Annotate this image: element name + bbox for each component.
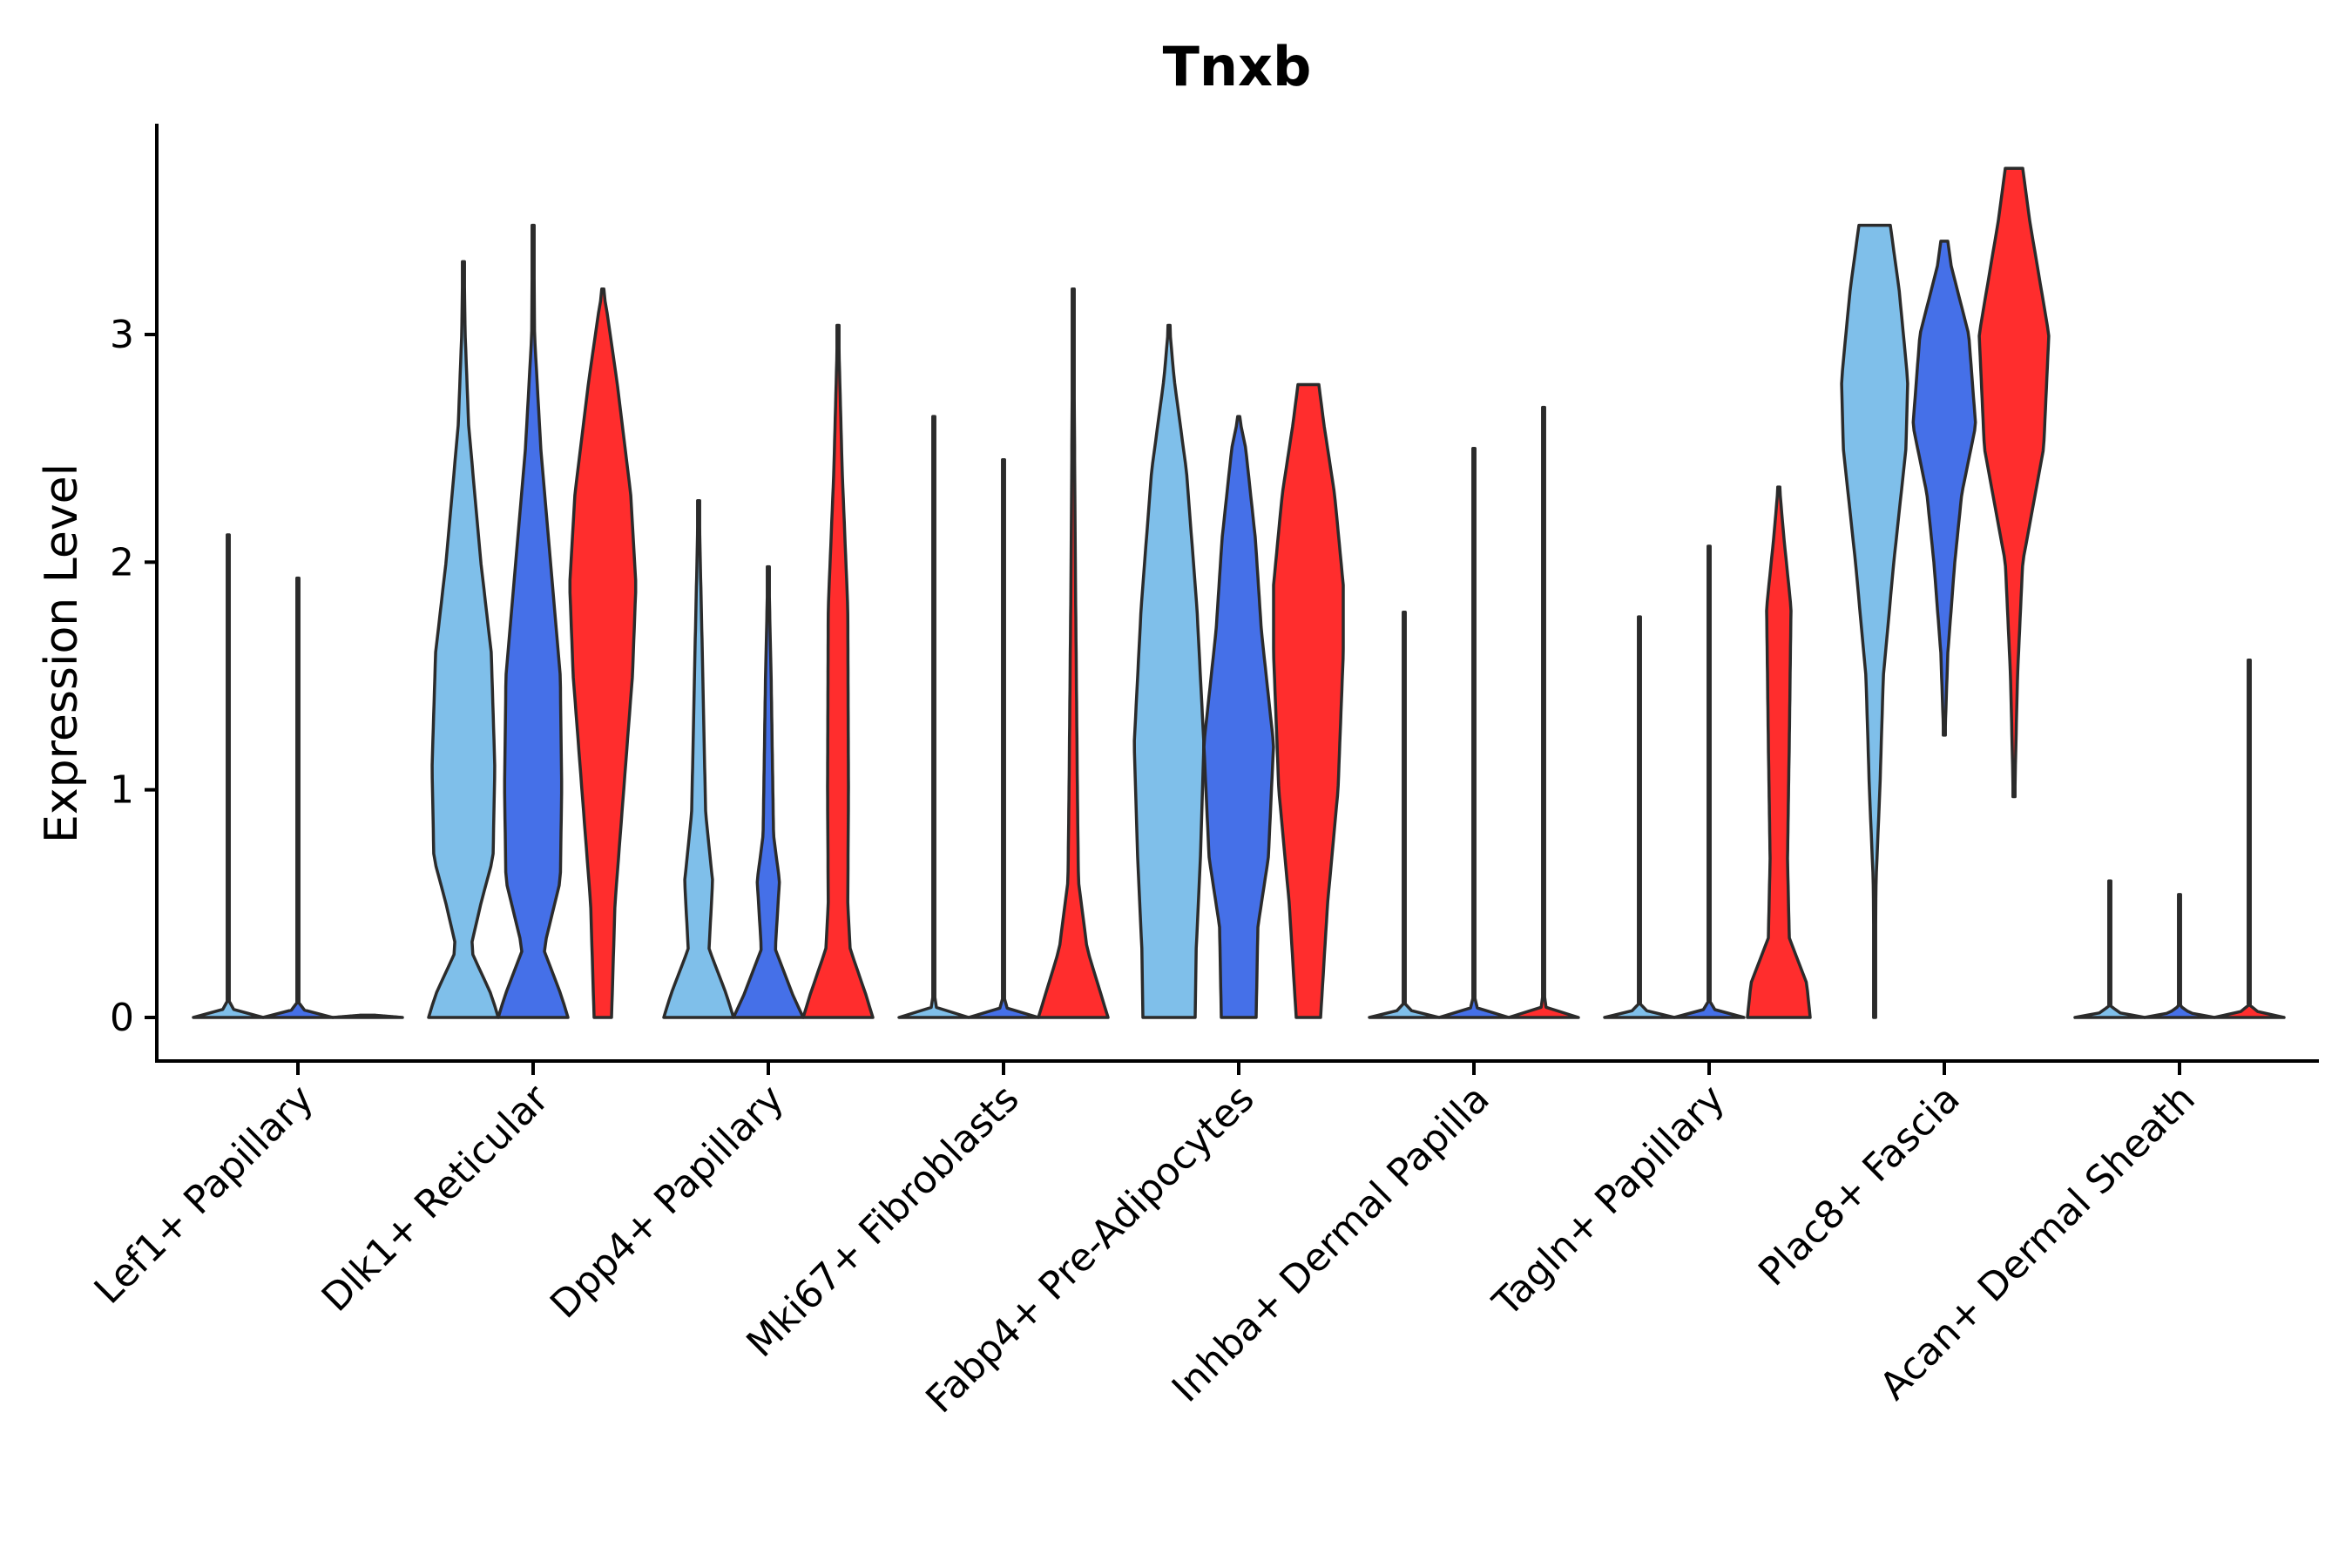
violin-plac8-plus-fascia-b bbox=[1911, 240, 1977, 737]
violin-acan-plus-dermal-sheath-b bbox=[2143, 893, 2216, 1019]
y-tick-label: 2 bbox=[110, 540, 134, 585]
violin-mki67-plus-fibroblasts-a bbox=[897, 415, 970, 1019]
y-ticks: 0 1 2 3 bbox=[110, 313, 157, 1040]
x-tick-label-lef1-plus-papillary: Lef1+ Papillary bbox=[86, 1077, 322, 1313]
violin-lef1-plus-papillary-b bbox=[261, 576, 335, 1019]
violin-dlk1-plus-reticular-b bbox=[497, 223, 570, 1019]
x-tick-label-dlk1-plus-reticular: Dlk1+ Reticular bbox=[314, 1076, 558, 1321]
violin-mki67-plus-fibroblasts-c bbox=[1037, 287, 1110, 1019]
y-tick-label: 3 bbox=[110, 313, 134, 357]
x-tick-label-tagln-plus-papillary: Tagln+ Papillary bbox=[1484, 1077, 1734, 1326]
violin-group bbox=[192, 166, 2286, 1019]
violin-fabp4-plus-pre-adipocytes-c bbox=[1272, 382, 1345, 1019]
x-tick-label-plac8-plus-fascia: Plac8+ Fascia bbox=[1750, 1077, 1969, 1295]
violin-inhba-plus-dermal-papilla-b bbox=[1437, 446, 1511, 1019]
violin-inhba-plus-dermal-papilla-c bbox=[1507, 405, 1580, 1019]
violin-dpp4-plus-papillary-c bbox=[801, 323, 875, 1019]
violin-plac8-plus-fascia-a bbox=[1840, 223, 1909, 1019]
violin-tagln-plus-papillary-a bbox=[1603, 615, 1676, 1019]
violin-tagln-plus-papillary-c bbox=[1746, 485, 1812, 1019]
violin-acan-plus-dermal-sheath-c bbox=[2213, 658, 2286, 1019]
chart-title: Tnxb bbox=[1163, 35, 1312, 98]
violin-dlk1-plus-reticular-a bbox=[427, 260, 500, 1019]
violin-inhba-plus-dermal-papilla-a bbox=[1368, 611, 1441, 1019]
y-tick-label: 1 bbox=[110, 768, 134, 813]
violin-dpp4-plus-papillary-b bbox=[732, 564, 805, 1019]
violin-acan-plus-dermal-sheath-a bbox=[2073, 879, 2146, 1019]
violin-lef1-plus-papillary-a bbox=[192, 533, 265, 1019]
violin-tagln-plus-papillary-b bbox=[1673, 544, 1746, 1019]
violin-dpp4-plus-papillary-a bbox=[662, 499, 735, 1019]
y-tick-label: 0 bbox=[110, 996, 134, 1040]
violin-dlk1-plus-reticular-c bbox=[568, 287, 638, 1019]
violin-mki67-plus-fibroblasts-b bbox=[967, 457, 1040, 1019]
violin-fabp4-plus-pre-adipocytes-a bbox=[1132, 323, 1206, 1019]
y-axis-label: Expression Level bbox=[36, 463, 88, 843]
violin-fabp4-plus-pre-adipocytes-b bbox=[1202, 415, 1275, 1019]
x-tick-label-dpp4-plus-papillary: Dpp4+ Papillary bbox=[542, 1077, 793, 1328]
violin-plac8-plus-fascia-c bbox=[1977, 166, 2051, 799]
violin-lef1-plus-papillary-c bbox=[331, 1013, 404, 1019]
